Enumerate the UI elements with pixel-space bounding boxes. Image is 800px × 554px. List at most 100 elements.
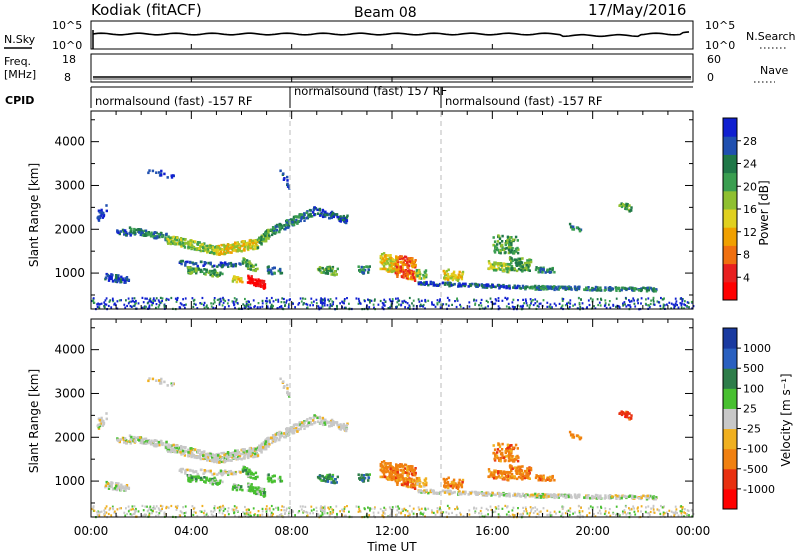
velocity-echo-point — [184, 470, 187, 473]
power-ground-point — [318, 306, 320, 309]
velocity-echo-point — [247, 483, 250, 487]
power-echo-point — [436, 284, 439, 287]
power-echo-point — [160, 234, 164, 238]
power-echo-point — [256, 240, 259, 244]
power-echo-point — [570, 288, 573, 291]
power-echo-point — [267, 271, 270, 274]
velocity-echo-point — [115, 484, 118, 488]
velocity-echo-point — [493, 472, 496, 476]
power-ground-point — [439, 306, 442, 309]
velocity-echo-point — [452, 485, 456, 488]
power-ground-point — [532, 303, 535, 307]
power-echo-point — [511, 238, 515, 242]
power-echo-point — [494, 245, 497, 248]
nave-ytick-top: 60 — [707, 53, 721, 66]
power-echo-point — [490, 286, 493, 289]
power-echo-point — [125, 276, 129, 279]
velocity-ground-point — [265, 510, 268, 513]
power-echo-point — [511, 247, 514, 250]
power-ground-point — [539, 302, 542, 305]
power-ground-point — [530, 300, 533, 303]
power-echo-point — [619, 203, 622, 207]
velocity-echo-point — [335, 481, 338, 484]
colorbar-segment — [723, 227, 737, 246]
velocity-echo-point — [216, 456, 220, 459]
power-ground-point — [468, 305, 471, 308]
velocity-echo-point — [138, 439, 141, 442]
power-echo-point — [396, 275, 399, 278]
power-echo-point — [239, 277, 243, 280]
power-echo-point — [118, 232, 121, 236]
velocity-echo-point — [449, 483, 453, 486]
power-echo-point — [233, 275, 236, 278]
power-echo-point — [412, 260, 416, 264]
power-echo-point — [202, 249, 205, 253]
velocity-echo-point — [173, 450, 176, 453]
y-tick-label: 1000 — [54, 266, 85, 280]
power-echo-point — [342, 218, 345, 222]
power-ground-point — [673, 304, 676, 307]
velocity-echo-point — [180, 470, 183, 474]
velocity-echo-point — [415, 477, 419, 480]
power-echo-point — [226, 243, 230, 247]
velocity-echo-point — [570, 496, 573, 499]
power-echo-point — [391, 258, 395, 261]
velocity-echo-point — [189, 480, 192, 483]
velocity-ground-point — [272, 508, 275, 511]
power-echo-point — [493, 249, 496, 253]
power-echo-point — [262, 280, 265, 284]
power-ground-point — [179, 302, 182, 305]
power-ground-point — [249, 306, 252, 309]
power-ground-point — [608, 303, 610, 306]
power-echo-point — [179, 260, 182, 263]
power-ground-point — [91, 299, 93, 303]
velocity-echo-point — [124, 485, 127, 488]
velocity-echo-point — [386, 468, 389, 471]
power-ground-point — [218, 301, 221, 304]
power-echo-point — [332, 271, 335, 275]
power-ground-point — [328, 306, 331, 309]
power-ground-point — [560, 305, 563, 308]
velocity-echo-point — [151, 377, 155, 381]
velocity-echo-point — [492, 451, 496, 455]
velocity-echo-point — [165, 446, 168, 449]
velocity-echo-point — [267, 438, 270, 442]
velocity-echo-point — [655, 496, 658, 499]
velocity-echo-point — [517, 465, 520, 469]
velocity-echo-point — [331, 473, 335, 477]
power-echo-point — [379, 267, 382, 271]
velocity-echo-point — [337, 425, 341, 429]
power-echo-point — [542, 287, 545, 290]
power-echo-point — [596, 286, 599, 289]
velocity-echo-point — [211, 479, 215, 482]
power-echo-point — [169, 242, 172, 246]
velocity-echo-point — [492, 444, 495, 447]
power-echo-point — [539, 270, 542, 274]
velocity-echo-point — [328, 421, 331, 424]
power-echo-point — [102, 211, 105, 215]
power-echo-point — [528, 269, 531, 272]
power-echo-point — [182, 237, 185, 241]
velocity-echo-point — [410, 484, 413, 487]
power-echo-point — [419, 281, 422, 284]
power-echo-point — [261, 280, 264, 283]
velocity-echo-point — [512, 459, 515, 462]
power-scatter-points — [91, 169, 695, 311]
power-echo-point — [211, 265, 214, 268]
power-ground-point — [328, 300, 331, 303]
velocity-ground-point — [489, 505, 492, 508]
power-ground-point — [628, 299, 630, 302]
power-echo-point — [583, 288, 586, 291]
power-ground-point — [118, 299, 121, 302]
power-ground-point — [390, 305, 393, 308]
velocity-echo-point — [453, 490, 456, 494]
power-echo-point — [158, 171, 161, 174]
power-echo-point — [221, 264, 225, 267]
velocity-echo-point — [196, 449, 200, 452]
power-echo-point — [448, 284, 451, 288]
power-echo-point — [208, 246, 211, 249]
velocity-echo-point — [189, 453, 192, 456]
power-echo-point — [492, 243, 496, 247]
velocity-echo-point — [184, 472, 187, 475]
velocity-echo-point — [217, 471, 221, 475]
